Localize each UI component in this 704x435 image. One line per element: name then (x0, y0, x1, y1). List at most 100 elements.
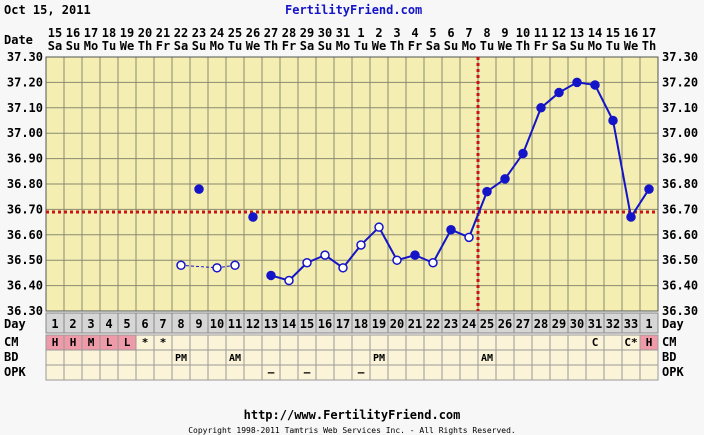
opk-cell (135, 364, 155, 381)
cycle-day-label: 7 (159, 317, 166, 331)
temp-point (410, 250, 420, 260)
date-label: 6 (447, 26, 454, 40)
cycle-day-label: 8 (177, 317, 184, 331)
weekday-label: Fr (534, 39, 548, 53)
grid-lines (45, 56, 659, 312)
y-tick-label: 37.00 (7, 126, 43, 140)
cm-value: L (124, 336, 131, 349)
date-label: 27 (264, 26, 278, 40)
weekday-label: Su (66, 39, 80, 53)
bd-row-label-right: BD (662, 350, 676, 364)
bd-cell (243, 349, 263, 366)
temp-point (626, 212, 636, 222)
bd-cell (45, 349, 65, 366)
bd-value: PM (175, 353, 187, 364)
cycle-day-label: 12 (246, 317, 260, 331)
cm-value: L (106, 336, 113, 349)
date-label: 17 (642, 26, 656, 40)
opk-cell (369, 364, 389, 381)
cm-cell (495, 334, 515, 351)
opk-row-label-right: OPK (662, 365, 684, 379)
date-label: 29 (300, 26, 314, 40)
cm-cell (549, 334, 569, 351)
temp-line-dashed (180, 264, 218, 269)
date-row-label: Date (4, 33, 33, 47)
y-tick-label-right: 36.60 (662, 228, 698, 242)
bd-row-label: BD (4, 350, 18, 364)
cycle-day-label: 15 (300, 317, 314, 331)
weekday-label: Sa (552, 39, 566, 53)
temp-point (266, 270, 276, 281)
cycle-day-row: 1 2 3 4 5 6 7 8 9 10 11 12 13 14 15 16 17 18 19 20 21 22 23 24 2… (45, 312, 659, 334)
y-tick-label-right: 37.00 (662, 126, 698, 140)
opk-cell (441, 364, 461, 381)
date-label: 18 (102, 26, 116, 40)
weekday-label: Mo (462, 39, 476, 53)
opk-cell (459, 364, 479, 381)
date-label: 16 (66, 26, 80, 40)
opk-cell (567, 364, 587, 381)
cm-cell (441, 334, 461, 351)
date-label: 25 (228, 26, 242, 40)
opk-cell (81, 364, 101, 381)
opk-cell (279, 364, 299, 381)
cm-value: M (88, 336, 95, 349)
bd-cell (585, 349, 605, 366)
weekday-label: Fr (282, 39, 296, 53)
opk-cell (189, 364, 209, 381)
cm-cell (603, 334, 623, 351)
chart-date: Oct 15, 2011 (4, 3, 91, 17)
weekday-label: Tu (102, 39, 116, 53)
y-tick-label: 36.90 (7, 152, 43, 166)
cycle-day-label: 6 (141, 317, 148, 331)
cycle-day-label: 29 (552, 317, 566, 331)
cycle-day-label: 19 (372, 317, 386, 331)
bd-cell (621, 349, 641, 366)
bd-cell (639, 349, 659, 366)
cm-cell (315, 334, 335, 351)
cm-cell (207, 334, 227, 351)
bd-cell (351, 349, 371, 366)
site-title: FertilityFriend.com (285, 3, 422, 17)
y-tick-label-right: 36.30 (662, 304, 698, 318)
weekday-label: Th (390, 39, 404, 53)
cm-cell (369, 334, 389, 351)
cycle-day-label: 10 (210, 317, 224, 331)
opk-row-label: OPK (4, 365, 26, 379)
temp-point (356, 240, 366, 250)
bd-cell (99, 349, 119, 366)
date-label: 4 (411, 26, 418, 40)
y-tick-label: 36.50 (7, 253, 43, 267)
cycle-day-label: 16 (318, 317, 332, 331)
opk-cell (477, 364, 497, 381)
bd-cell (405, 349, 425, 366)
bd-cell (261, 349, 281, 366)
opk-cell (63, 364, 83, 381)
opk-value: – (358, 366, 365, 379)
date-label: 19 (120, 26, 134, 40)
opk-cell (423, 364, 443, 381)
cm-cell (189, 334, 209, 351)
y-tick-label-right: 37.10 (662, 101, 698, 115)
weekday-label: We (498, 39, 512, 53)
cm-cell (297, 334, 317, 351)
opk-cell (333, 364, 353, 381)
date-label: 2 (375, 26, 382, 40)
weekday-label: Mo (84, 39, 98, 53)
opk-cell (153, 364, 173, 381)
cycle-day-label: 22 (426, 317, 440, 331)
weekday-label: Su (192, 39, 206, 53)
y-tick-label-right: 36.40 (662, 279, 698, 293)
temperature-series (176, 77, 654, 286)
opk-cell (531, 364, 551, 381)
cycle-day-label: 14 (282, 317, 296, 331)
y-tick-label: 36.30 (7, 304, 43, 318)
opk-cell (99, 364, 119, 381)
bd-cell (549, 349, 569, 366)
weekday-label: Th (264, 39, 278, 53)
opk-cell (513, 364, 533, 381)
opk-row: – – – (45, 364, 659, 381)
temp-point (572, 77, 582, 88)
bd-row: PM AM PM AM (45, 349, 659, 366)
weekday-label: We (246, 39, 260, 53)
